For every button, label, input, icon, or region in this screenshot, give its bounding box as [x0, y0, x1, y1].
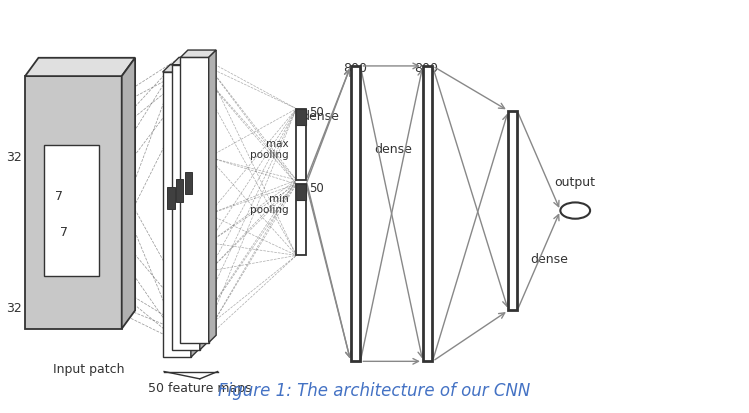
Polygon shape: [122, 58, 135, 329]
Polygon shape: [191, 65, 198, 357]
Text: max
pooling: max pooling: [250, 139, 289, 160]
Bar: [297, 109, 306, 180]
Text: 7: 7: [61, 226, 68, 240]
Text: 800: 800: [343, 62, 367, 75]
Polygon shape: [163, 65, 198, 72]
Text: 50: 50: [309, 106, 324, 119]
Text: Input patch: Input patch: [52, 363, 124, 376]
Bar: [509, 111, 518, 311]
Bar: [172, 65, 200, 350]
Text: 50: 50: [309, 183, 324, 195]
Bar: [297, 184, 306, 255]
Polygon shape: [200, 57, 207, 350]
Text: output: output: [555, 176, 595, 189]
Bar: [43, 145, 100, 276]
Text: min
pooling: min pooling: [250, 194, 289, 215]
Text: dense: dense: [374, 143, 412, 156]
Bar: [181, 57, 209, 343]
Polygon shape: [25, 58, 135, 76]
Text: 32: 32: [6, 151, 22, 164]
Bar: [167, 187, 175, 209]
Bar: [423, 66, 432, 361]
Text: dense: dense: [301, 110, 339, 123]
Polygon shape: [172, 57, 207, 65]
Polygon shape: [181, 50, 216, 57]
Text: 800: 800: [414, 62, 439, 75]
Bar: [351, 66, 360, 361]
Text: dense: dense: [530, 253, 568, 266]
Text: 7: 7: [55, 190, 62, 203]
Polygon shape: [209, 50, 216, 343]
Bar: [176, 179, 184, 202]
Bar: [297, 109, 306, 125]
Text: 50 feature maps: 50 feature maps: [148, 382, 252, 395]
Bar: [297, 184, 306, 200]
Circle shape: [560, 202, 590, 219]
Text: 32: 32: [6, 302, 22, 315]
Text: Figure 1: The architecture of our CNN: Figure 1: The architecture of our CNN: [219, 382, 530, 400]
Bar: [163, 72, 191, 357]
Bar: [185, 172, 192, 194]
Bar: [25, 76, 122, 329]
